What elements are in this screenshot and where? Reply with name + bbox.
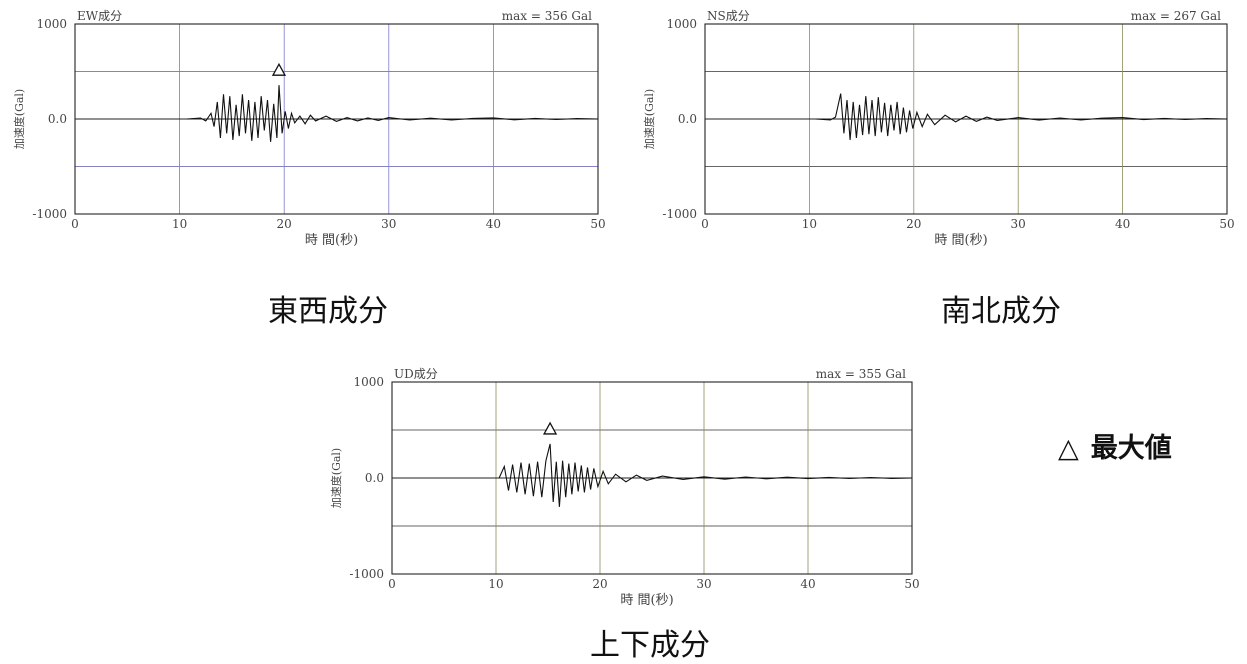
waveform-line [186,85,599,142]
caption-ud: 上下成分 [590,628,710,663]
component-label: NS成分 [707,9,750,23]
waveform-line [815,93,1228,140]
x-tick-label: 40 [486,217,501,231]
y-tick-label: -1000 [32,207,67,221]
x-tick-label: 20 [277,217,292,231]
x-axis-label: 時 間(秒) [934,233,987,248]
x-tick-label: 0 [388,577,396,591]
x-tick-label: 50 [1219,217,1234,231]
component-label: UD成分 [394,367,438,381]
y-axis-label: 加速度(Gal) [642,89,656,149]
x-tick-label: 10 [172,217,187,231]
peak-marker [271,62,287,76]
x-tick-label: 30 [696,577,711,591]
chart-ew-svg: 1000 0.0 -1000 0 10 20 30 40 50 時 間(秒) 加速度(Gal) EW成… [12,9,606,248]
x-axis-label: 時 間(秒) [620,593,673,608]
chart-ew: 1000 0.0 -1000 0 10 20 30 40 50 時 間(秒) 加速度(Gal) EW成… [0,0,620,250]
y-tick-label: 0.0 [48,112,67,126]
max-label: max = 355 Gal [816,367,906,381]
caption-ew: 東西成分 [268,294,388,329]
waveform-line [498,443,913,507]
y-tick-label: 1000 [36,17,67,31]
max-label: max = 267 Gal [1131,9,1221,23]
x-tick-label: 50 [590,217,605,231]
x-tick-label: 0 [71,217,79,231]
y-axis-label: 加速度(Gal) [329,448,343,508]
y-tick-label: 0.0 [678,112,697,126]
triangle-icon: △ [1058,433,1079,464]
x-tick-label: 10 [802,217,817,231]
peak-marker [542,421,558,435]
y-axis-label: 加速度(Gal) [12,89,26,149]
caption-ns: 南北成分 [941,294,1061,329]
legend-peak: △ 最大値 [1058,426,1172,465]
x-tick-label: 10 [488,577,503,591]
y-tick-label: -1000 [349,567,384,581]
x-tick-label: 0 [701,217,709,231]
chart-ud-svg: 1000 0.0 -1000 0 10 20 30 40 50 時 間(秒) 加速度(Gal) UD成… [329,367,920,608]
x-tick-label: 40 [800,577,815,591]
x-tick-label: 30 [1011,217,1026,231]
x-tick-label: 30 [381,217,396,231]
component-label: EW成分 [77,9,122,23]
y-tick-label: -1000 [662,207,697,221]
x-tick-label: 40 [1115,217,1130,231]
max-label: max = 356 Gal [502,9,592,23]
x-axis-label: 時 間(秒) [305,233,358,248]
chart-ns-svg: 1000 0.0 -1000 0 10 20 30 40 50 時 間(秒) 加速度(Gal) NS成… [642,9,1235,248]
y-tick-label: 0.0 [365,471,384,485]
y-tick-label: 1000 [353,375,384,389]
x-tick-label: 20 [906,217,921,231]
x-tick-label: 20 [592,577,607,591]
legend-peak-label: 最大値 [1090,433,1172,464]
x-tick-label: 50 [904,577,919,591]
chart-ud: 1000 0.0 -1000 0 10 20 30 40 50 時 間(秒) 加速度(Gal) UD成… [329,360,940,620]
y-tick-label: 1000 [666,17,697,31]
chart-ns: 1000 0.0 -1000 0 10 20 30 40 50 時 間(秒) 加速度(Gal) NS成… [630,0,1247,250]
